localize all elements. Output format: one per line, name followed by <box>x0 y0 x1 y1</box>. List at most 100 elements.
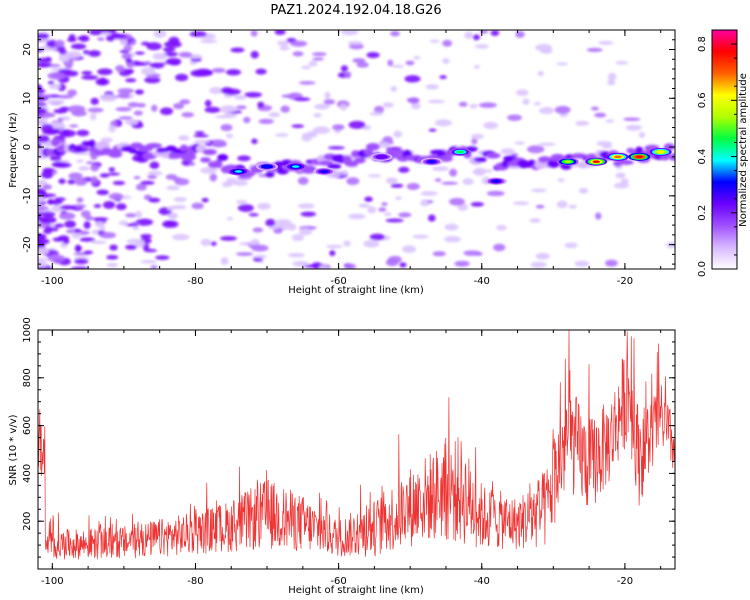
heatmap-noise-cell <box>347 40 363 45</box>
snr-y-label: SNR (10 * v/v) <box>8 414 19 485</box>
heatmap-noise-cell <box>493 243 506 252</box>
heatmap-noise-cell <box>178 51 193 58</box>
heatmap-noise-cell <box>40 123 54 132</box>
heatmap-noise-cell <box>234 95 247 100</box>
heatmap-noise-cell <box>479 30 489 34</box>
heatmap-ridge-cell <box>354 157 366 164</box>
heatmap-noise-cell <box>405 60 415 66</box>
heatmap-noise-cell <box>46 112 56 118</box>
heatmap-noise-cell <box>236 199 248 205</box>
heatmap-noise-cell <box>390 183 404 188</box>
heatmap-noise-cell <box>515 30 525 38</box>
heatmap-noise-cell <box>332 124 345 131</box>
heatmap-noise-cell <box>46 39 58 48</box>
x-tick-label: -80 <box>187 576 203 587</box>
heatmap-hotspot <box>592 160 601 164</box>
heatmap-noise-cell <box>117 88 135 94</box>
heatmap-noise-cell <box>172 233 190 241</box>
heatmap-noise-cell <box>93 204 102 208</box>
heatmap-noise-cell <box>97 68 113 76</box>
heatmap-noise-cell <box>106 255 119 260</box>
heatmap-noise-cell <box>81 70 93 76</box>
heatmap-noise-cell <box>47 80 55 85</box>
heatmap-noise-cell <box>204 69 214 76</box>
heatmap-noise-cell <box>127 102 140 108</box>
heatmap-noise-cell <box>591 106 599 111</box>
heatmap-noise-cell <box>500 148 515 155</box>
heatmap-noise-cell <box>427 214 436 222</box>
heatmap-noise-cell <box>339 103 348 111</box>
heatmap-noise-cell <box>47 254 65 263</box>
heatmap-noise-cell <box>594 112 607 118</box>
y-tick-label: 600 <box>22 416 33 435</box>
heatmap-noise-cell <box>86 161 94 165</box>
heatmap-noise-cell <box>349 43 364 50</box>
heatmap-noise-cell <box>153 30 167 38</box>
heatmap-noise-cell <box>427 99 446 104</box>
heatmap-noise-cell <box>220 123 233 132</box>
heatmap-noise-cell <box>291 234 304 242</box>
heatmap-noise-cell <box>117 92 131 99</box>
heatmap-noise-cell <box>402 245 416 254</box>
heatmap-ridge-cell <box>547 159 560 168</box>
heatmap-ridge-cell <box>327 163 342 170</box>
heatmap-ridge-cell <box>265 171 275 178</box>
heatmap-noise-cell <box>200 167 218 174</box>
heatmap-noise-cell <box>38 102 47 107</box>
heatmap-noise-cell <box>94 221 105 228</box>
heatmap-noise-cell <box>605 259 618 267</box>
heatmap-noise-cell <box>341 30 359 36</box>
heatmap-ridge-cell <box>51 138 60 147</box>
heatmap-noise-cell <box>522 98 530 105</box>
heatmap-noise-cell <box>181 112 195 118</box>
heatmap-noise-cell <box>564 242 578 249</box>
heatmap-noise-cell <box>356 61 369 68</box>
heatmap-noise-cell <box>38 33 50 39</box>
heatmap-hotspot <box>320 170 329 173</box>
heatmap-noise-cell <box>312 126 331 134</box>
heatmap-noise-cell <box>449 197 466 206</box>
heatmap-noise-cell <box>54 223 65 228</box>
x-tick-label: -100 <box>41 576 64 587</box>
heatmap-noise-cell <box>162 47 176 52</box>
spectrogram-frame <box>37 29 676 270</box>
heatmap-noise-cell <box>125 213 137 218</box>
heatmap-noise-cell <box>281 94 296 98</box>
heatmap-noise-cell <box>398 166 410 173</box>
heatmap-noise-cell <box>395 196 402 200</box>
heatmap-noise-cell <box>171 205 187 210</box>
heatmap-noise-cell <box>226 217 234 221</box>
heatmap-noise-cell <box>97 37 105 41</box>
heatmap-noise-cell <box>352 58 366 63</box>
spectrogram-y-label: Frequency (Hz) <box>8 112 19 188</box>
colorbar-label: Normalized spectral amplitude <box>738 73 749 227</box>
heatmap-noise-cell <box>38 38 51 42</box>
heatmap-noise-cell <box>193 139 211 144</box>
heatmap-noise-cell <box>135 210 142 219</box>
heatmap-noise-cell <box>108 192 124 200</box>
heatmap-noise-cell <box>39 94 53 98</box>
heatmap-noise-cell <box>172 177 183 181</box>
heatmap-noise-cell <box>99 232 117 239</box>
heatmap-noise-cell <box>125 244 138 250</box>
heatmap-noise-cell <box>538 106 555 115</box>
heatmap-noise-cell <box>66 38 77 42</box>
heatmap-noise-cell <box>76 129 90 137</box>
heatmap-noise-cell <box>286 223 297 231</box>
heatmap-noise-cell <box>344 263 356 269</box>
heatmap-noise-cell <box>288 252 305 258</box>
heatmap-noise-cell <box>58 54 70 62</box>
snr-x-ticks: -100 -80 -60 -40 -20 <box>41 330 662 587</box>
heatmap-noise-cell <box>326 244 343 249</box>
heatmap-noise-cell <box>49 155 62 161</box>
heatmap-noise-cell <box>301 65 311 70</box>
heatmap-noise-cell <box>42 167 54 173</box>
heatmap-noise-cell <box>607 79 616 86</box>
heatmap-ridge-cell <box>200 157 211 163</box>
heatmap-noise-cell <box>147 170 163 176</box>
heatmap-noise-cell <box>442 39 453 47</box>
heatmap-noise-cell <box>38 88 46 94</box>
heatmap-noise-cell <box>194 131 205 135</box>
heatmap-noise-cell <box>140 234 152 239</box>
heatmap-noise-cell <box>199 39 218 44</box>
